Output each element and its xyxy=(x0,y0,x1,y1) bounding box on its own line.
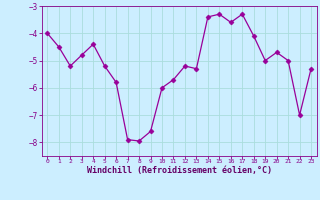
X-axis label: Windchill (Refroidissement éolien,°C): Windchill (Refroidissement éolien,°C) xyxy=(87,166,272,175)
